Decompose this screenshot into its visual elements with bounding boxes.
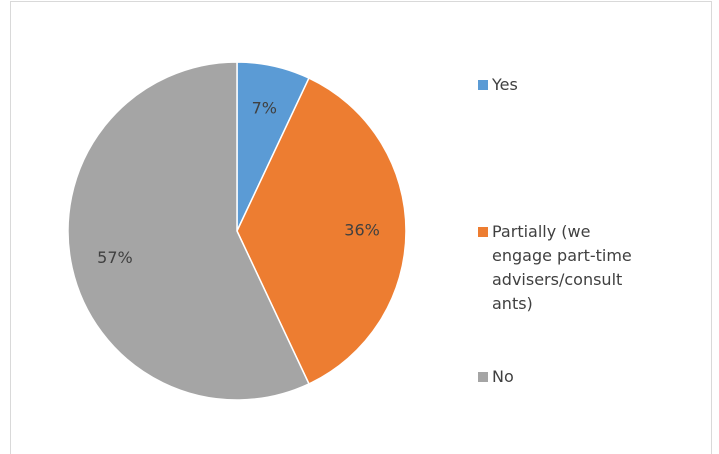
legend-swatch bbox=[478, 80, 488, 90]
pie-slice bbox=[236, 77, 407, 385]
data-label: 36% bbox=[344, 221, 380, 240]
chart-frame bbox=[10, 1, 712, 454]
legend-label: No bbox=[492, 367, 514, 386]
legend-item: Partially (we engage part-time advisers/… bbox=[478, 220, 638, 316]
data-label: 57% bbox=[97, 248, 133, 267]
legend-item: No bbox=[478, 365, 638, 389]
legend-label: Partially (we engage part-time advisers/… bbox=[492, 222, 632, 313]
legend-swatch bbox=[478, 372, 488, 382]
data-label: 7% bbox=[252, 98, 277, 117]
legend-item: Yes bbox=[478, 73, 638, 97]
legend-swatch bbox=[478, 227, 488, 237]
legend-label: Yes bbox=[492, 75, 518, 94]
pie-slice bbox=[67, 61, 310, 401]
